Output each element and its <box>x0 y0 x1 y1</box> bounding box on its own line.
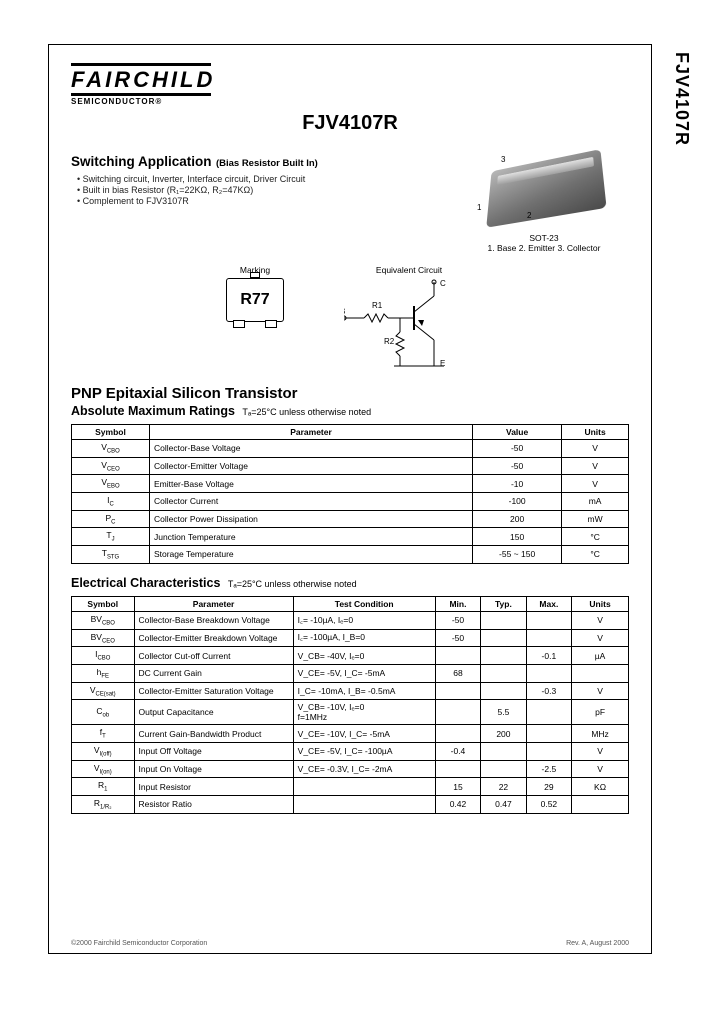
table-row: VCE(sat)Collector-Emitter Saturation Vol… <box>72 682 629 700</box>
transistor-type-heading: PNP Epitaxial Silicon Transistor <box>71 385 629 402</box>
list-item: Complement to FJV3107R <box>77 196 459 206</box>
datasheet-page: FAIRCHILD SEMICONDUCTOR® FJV4107R Switch… <box>48 44 652 954</box>
marking-code: R77 <box>240 291 269 309</box>
table-header: Units <box>572 596 629 611</box>
brand-sub: SEMICONDUCTOR® <box>71 97 629 106</box>
table-row: VEBOEmitter-Base Voltage-10V <box>72 475 629 493</box>
feature-list: Switching circuit, Inverter, Interface c… <box>77 174 459 206</box>
table-row: CobOutput CapacitanceV_CB= -10V, Iₑ=0f=1… <box>72 700 629 725</box>
svg-text:R1: R1 <box>372 301 383 310</box>
application-sub: (Bias Resistor Built In) <box>216 158 318 169</box>
svg-text:R2: R2 <box>384 337 395 346</box>
table-row: TJJunction Temperature150°C <box>72 528 629 546</box>
list-item: Switching circuit, Inverter, Interface c… <box>77 174 459 184</box>
marking-code-box: R77 <box>226 278 284 322</box>
amr-condition: Tₐ=25°C unless otherwise noted <box>242 407 371 417</box>
list-item: Built in bias Resistor (R₁=22KΩ, R₂=47KΩ… <box>77 185 459 195</box>
elec-condition: Tₐ=25°C unless otherwise noted <box>228 579 357 589</box>
brand-logo: FAIRCHILD SEMICONDUCTOR® <box>71 63 629 106</box>
table-row: hFEDC Current GainV_CE= -5V, I_C= -5mA68 <box>72 664 629 682</box>
table-row: R1/R₂Resistor Ratio0.420.470.52 <box>72 796 629 814</box>
table-row: ICBOCollector Cut-off CurrentV_CB= -40V,… <box>72 647 629 665</box>
table-row: R1Input Resistor152229KΩ <box>72 778 629 796</box>
page-title: FJV4107R <box>71 112 629 135</box>
equivalent-circuit-diagram: Equivalent Circuit <box>344 265 474 371</box>
side-part-number: FJV4107R <box>671 52 692 146</box>
table-header: Min. <box>435 596 480 611</box>
table-header: Max. <box>526 596 571 611</box>
table-row: VCBOCollector-Base Voltage-50V <box>72 440 629 458</box>
pin-label: 3 <box>501 155 505 164</box>
table-row: fTCurrent Gain-Bandwidth ProductV_CE= -1… <box>72 725 629 743</box>
table-header: Parameter <box>134 596 293 611</box>
table-row: VI(off)Input Off VoltageV_CE= -5V, I_C= … <box>72 742 629 760</box>
table-row: BVCBOCollector-Base Breakdown VoltageI꜀=… <box>72 611 629 629</box>
table-header: Test Condition <box>293 596 435 611</box>
table-row: ICCollector Current-100mA <box>72 493 629 511</box>
equiv-circuit-label: Equivalent Circuit <box>344 265 474 275</box>
pin-legend: 1. Base 2. Emitter 3. Collector <box>459 243 629 253</box>
table-header: Symbol <box>72 425 150 440</box>
footer-copyright: ©2000 Fairchild Semiconductor Corporatio… <box>71 940 207 947</box>
table-header: Units <box>562 425 629 440</box>
table-header: Value <box>473 425 562 440</box>
marking-diagram: Marking R77 <box>226 265 284 371</box>
package-name: SOT-23 <box>459 233 629 243</box>
table-row: TSTGStorage Temperature-55 ~ 150°C <box>72 546 629 564</box>
svg-text:E: E <box>440 359 445 368</box>
table-row: BVCEOCollector-Emitter Breakdown Voltage… <box>72 629 629 647</box>
elec-heading: Electrical Characteristics <box>71 576 220 590</box>
svg-text:B: B <box>344 307 345 316</box>
application-heading: Switching Application <box>71 154 212 169</box>
pin-label: 1 <box>477 203 481 212</box>
amr-heading: Absolute Maximum Ratings <box>71 404 235 418</box>
circuit-svg: B C E R1 R2 <box>344 278 474 368</box>
pin-label: 2 <box>527 211 531 220</box>
amr-table: Symbol Parameter Value Units VCBOCollect… <box>71 424 629 564</box>
table-row: VI(on)Input On VoltageV_CE= -0.3V, I_C= … <box>72 760 629 778</box>
elec-table: Symbol Parameter Test Condition Min. Typ… <box>71 596 629 814</box>
svg-text:C: C <box>440 279 446 288</box>
package-outline: 1 2 3 SOT-23 1. Base 2. Emitter 3. Colle… <box>459 153 629 253</box>
table-header: Parameter <box>149 425 472 440</box>
table-row: VCEOCollector-Emitter Voltage-50V <box>72 457 629 475</box>
table-header: Typ. <box>481 596 526 611</box>
brand-name: FAIRCHILD <box>71 67 629 93</box>
table-row: PCCollector Power Dissipation200mW <box>72 510 629 528</box>
footer-revision: Rev. A, August 2000 <box>566 940 629 947</box>
table-header: Symbol <box>72 596 135 611</box>
